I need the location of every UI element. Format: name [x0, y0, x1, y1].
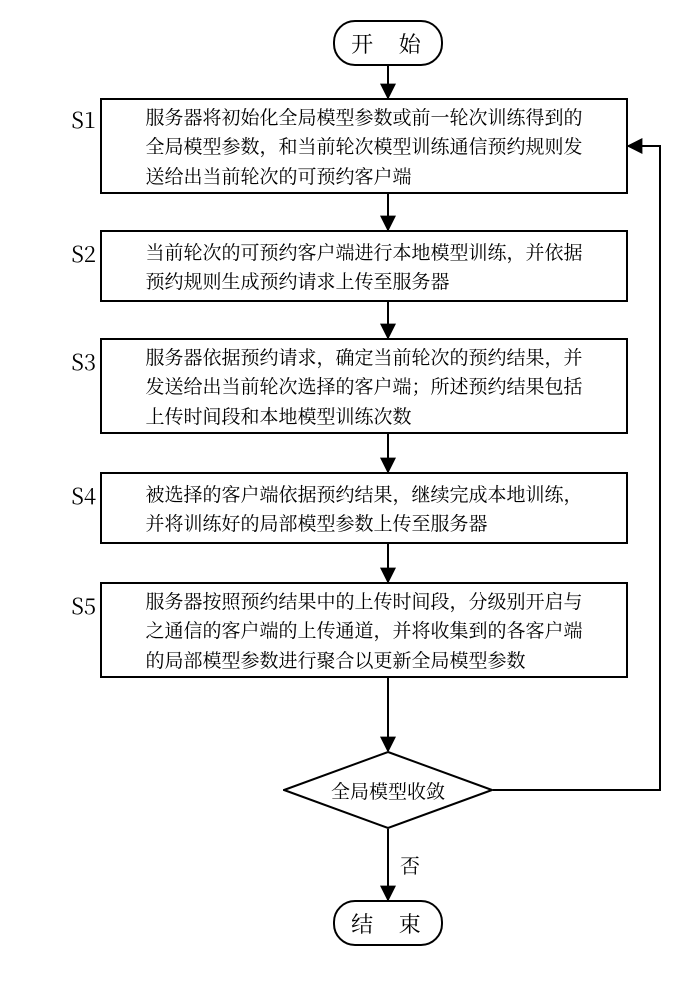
step-label-s1: S1: [56, 104, 96, 135]
s3-line2: 发送给出当前轮次选择的客户端；所述预约结果包括: [145, 371, 582, 400]
s5-line3: 的局部模型参数进行聚合以更新全局模型参数: [145, 645, 582, 674]
s1-line3: 送给出当前轮次的可预约客户端: [145, 161, 582, 190]
s3-line1: 服务器依据预约请求，确定当前轮次的预约结果，并: [145, 342, 582, 371]
s4-line1: 被选择的客户端依据预约结果，继续完成本地训练，: [145, 479, 582, 508]
step-label-s5: S5: [56, 590, 96, 621]
s1-line1: 服务器将初始化全局模型参数或前一轮次训练得到的: [145, 102, 582, 131]
process-s5: 服务器按照预约结果中的上传时间段，分级别开启与 之通信的客户端的上传通道，并将收…: [100, 582, 628, 678]
edge-label-yes: 否: [400, 850, 420, 879]
s1-line2: 全局模型参数，和当前轮次模型训练通信预约规则发: [145, 131, 582, 160]
s2-line2: 预约规则生成预约请求上传至服务器: [145, 266, 582, 295]
terminal-end: 结 束: [333, 900, 443, 946]
s3-line3: 上传时间段和本地模型训练次数: [145, 401, 582, 430]
process-s4: 被选择的客户端依据预约结果，继续完成本地训练， 并将训练好的局部模型参数上传至服…: [100, 472, 628, 544]
s4-line2: 并将训练好的局部模型参数上传至服务器: [145, 508, 582, 537]
process-s1: 服务器将初始化全局模型参数或前一轮次训练得到的 全局模型参数，和当前轮次模型训练…: [100, 98, 628, 194]
terminal-start: 开 始: [333, 20, 443, 66]
flowchart-canvas: 开 始 S1 服务器将初始化全局模型参数或前一轮次训练得到的 全局模型参数，和当…: [0, 0, 699, 1000]
step-label-s2: S2: [56, 238, 96, 269]
process-s2: 当前轮次的可预约客户端进行本地模型训练，并依据 预约规则生成预约请求上传至服务器: [100, 230, 628, 302]
decision-converged: 全局模型收敛: [283, 751, 493, 829]
decision-text: 全局模型收敛: [283, 751, 493, 829]
process-s3: 服务器依据预约请求，确定当前轮次的预约结果，并 发送给出当前轮次选择的客户端；所…: [100, 338, 628, 434]
step-label-s4: S4: [56, 480, 96, 511]
s5-line2: 之通信的客户端的上传通道，并将收集到的各客户端: [145, 615, 582, 644]
step-label-s3: S3: [56, 346, 96, 377]
s5-line1: 服务器按照预约结果中的上传时间段，分级别开启与: [145, 586, 582, 615]
s2-line1: 当前轮次的可预约客户端进行本地模型训练，并依据: [145, 237, 582, 266]
